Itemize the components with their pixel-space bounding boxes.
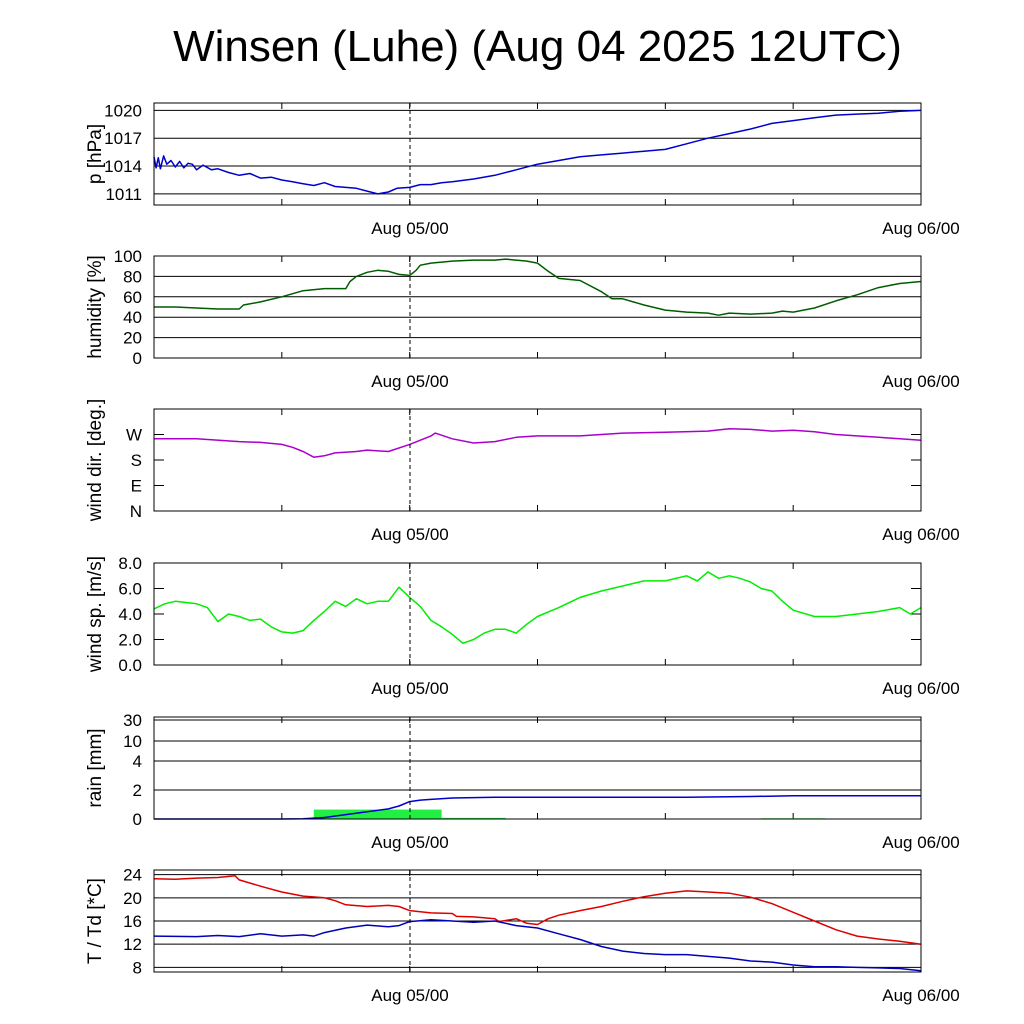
humidity-humidity-line xyxy=(154,258,922,316)
wind_dir-ytick-label: S xyxy=(131,451,142,470)
humidity-frame xyxy=(153,255,922,359)
temperature-ytick-label: 24 xyxy=(123,866,142,885)
humidity-ytick-label: 0 xyxy=(133,349,142,368)
humidity-ytick-label: 100 xyxy=(114,247,142,266)
humidity-xtick-label: Aug 05/00 xyxy=(371,372,449,391)
temperature-temperature-line xyxy=(153,875,922,945)
rain-ytick-label: 2 xyxy=(133,781,142,800)
wind_speed-ylabel: wind sp. [m/s] xyxy=(85,556,106,673)
humidity-ylabel: humidity [%] xyxy=(85,255,106,358)
rain-xtick-label: Aug 06/00 xyxy=(882,833,960,852)
chart-title: Winsen (Luhe) (Aug 04 2025 12UTC) xyxy=(173,22,902,71)
pressure-ytick-label: 1017 xyxy=(104,129,142,148)
wind_speed-ytick-label: 8.0 xyxy=(118,554,142,573)
pressure-frame xyxy=(153,102,922,206)
rain-bar xyxy=(441,817,506,819)
humidity-xtick-label: Aug 06/00 xyxy=(882,372,960,391)
humidity-ytick-label: 80 xyxy=(123,267,142,286)
rain-ytick-label: 0 xyxy=(133,810,142,829)
rain-ytick-label: 30 xyxy=(123,711,142,730)
humidity-ytick-label: 60 xyxy=(123,288,142,307)
humidity-ytick-label: 20 xyxy=(123,329,142,348)
humidity-ytick-label: 40 xyxy=(123,308,142,327)
wind_speed-xtick-label: Aug 06/00 xyxy=(882,679,960,698)
wind_dir-ytick-label: E xyxy=(131,477,142,496)
temperature-ylabel: T / Td [*C] xyxy=(85,878,106,964)
pressure-ylabel: p [hPa] xyxy=(85,124,106,184)
wind_speed-wind_speed-line xyxy=(153,571,922,645)
pressure-ytick-label: 1011 xyxy=(105,185,142,204)
temperature-ytick-label: 8 xyxy=(133,958,142,977)
pressure-xtick-label: Aug 05/00 xyxy=(371,219,449,238)
wind_speed-xtick-label: Aug 05/00 xyxy=(371,679,449,698)
pressure-pressure-line xyxy=(153,109,922,195)
temperature-ytick-label: 20 xyxy=(123,889,142,908)
wind_speed-ytick-label: 4.0 xyxy=(118,605,142,624)
temperature-xtick-label: Aug 05/00 xyxy=(371,986,449,1005)
rain-rain_line-line xyxy=(154,795,921,820)
temperature-frame xyxy=(153,869,922,973)
wind_dir-xtick-label: Aug 06/00 xyxy=(882,525,960,544)
wind_dir-ytick-label: N xyxy=(130,502,142,521)
wind_dir-ylabel: wind dir. [deg.] xyxy=(85,399,106,523)
rain-bar xyxy=(313,809,442,819)
wind_speed-frame xyxy=(153,562,922,666)
wind_speed-ytick-label: 2.0 xyxy=(118,631,142,650)
rain-xtick-label: Aug 05/00 xyxy=(371,833,449,852)
temperature-xtick-label: Aug 06/00 xyxy=(882,986,960,1005)
wind_dir-frame xyxy=(153,408,922,512)
wind_dir-wind_dir-line xyxy=(154,428,922,458)
pressure-xtick-label: Aug 06/00 xyxy=(882,219,960,238)
rain-ytick-label: 10 xyxy=(123,732,142,751)
rain-ylabel: rain [mm] xyxy=(85,728,106,807)
wind_speed-ytick-label: 6.0 xyxy=(118,580,142,599)
temperature-ytick-label: 16 xyxy=(123,912,142,931)
pressure-ytick-label: 1014 xyxy=(104,157,142,176)
wind_dir-ytick-label: W xyxy=(126,426,142,445)
pressure-ytick-label: 1020 xyxy=(104,101,142,120)
rain-ytick-label: 4 xyxy=(133,752,142,771)
rain-frame xyxy=(153,716,922,820)
temperature-dewpoint-line xyxy=(153,919,922,972)
temperature-ytick-label: 12 xyxy=(123,935,142,954)
wind_dir-xtick-label: Aug 05/00 xyxy=(371,525,449,544)
wind_speed-ytick-label: 0.0 xyxy=(118,656,142,675)
